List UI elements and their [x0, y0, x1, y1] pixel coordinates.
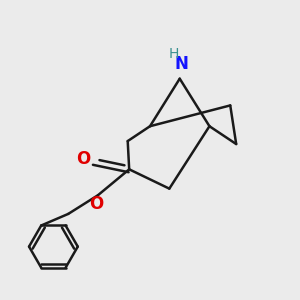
Text: O: O — [89, 195, 103, 213]
Text: O: O — [76, 150, 90, 168]
Text: H: H — [169, 47, 179, 61]
Text: N: N — [175, 55, 189, 73]
